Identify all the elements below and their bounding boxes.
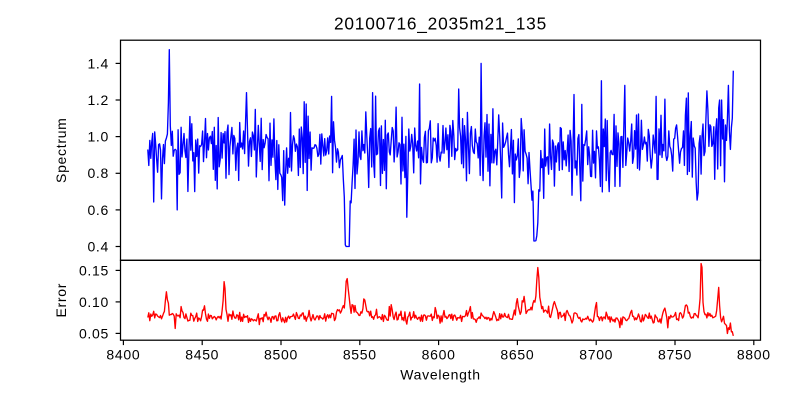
svg-text:0.6: 0.6 <box>87 202 109 218</box>
svg-text:1.2: 1.2 <box>87 92 109 108</box>
svg-text:8500: 8500 <box>264 347 298 363</box>
svg-text:Error: Error <box>53 283 69 318</box>
svg-text:8400: 8400 <box>106 347 140 363</box>
svg-text:0.8: 0.8 <box>87 165 109 181</box>
svg-text:0.4: 0.4 <box>87 238 109 254</box>
svg-text:Spectrum: Spectrum <box>53 117 69 183</box>
svg-text:Wavelength: Wavelength <box>400 367 480 383</box>
svg-text:8450: 8450 <box>185 347 219 363</box>
svg-text:0.15: 0.15 <box>79 262 109 278</box>
svg-text:1.0: 1.0 <box>87 129 109 145</box>
svg-text:0.05: 0.05 <box>79 325 109 341</box>
svg-text:1.4: 1.4 <box>87 55 109 71</box>
svg-text:8650: 8650 <box>500 347 534 363</box>
svg-text:8800: 8800 <box>737 347 771 363</box>
svg-text:8700: 8700 <box>579 347 613 363</box>
svg-text:20100716_2035m21_135: 20100716_2035m21_135 <box>334 13 547 33</box>
svg-text:8600: 8600 <box>422 347 456 363</box>
svg-text:0.10: 0.10 <box>79 294 109 310</box>
svg-text:8750: 8750 <box>658 347 692 363</box>
svg-text:8550: 8550 <box>343 347 377 363</box>
